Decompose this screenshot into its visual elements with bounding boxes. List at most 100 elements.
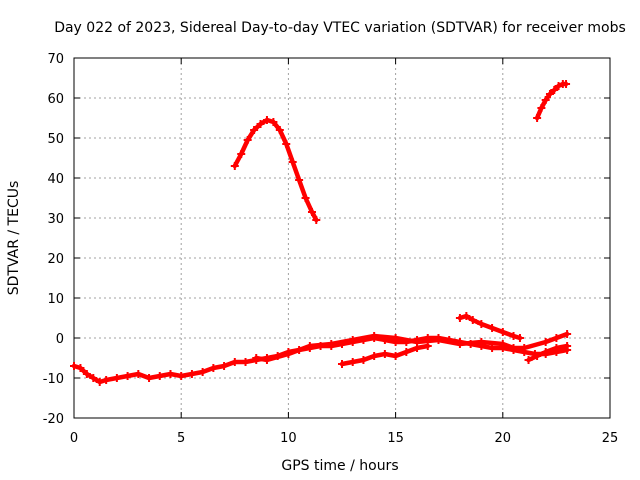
data-point (550, 86, 559, 94)
data-point (284, 350, 293, 358)
data-point (230, 358, 239, 366)
x-tick-label: 20 (495, 431, 512, 446)
data-point (520, 344, 529, 352)
chart-title: Day 022 of 2023, Sidereal Day-to-day VTE… (54, 20, 626, 36)
series-layer (70, 80, 572, 386)
data-point (198, 368, 207, 376)
data-point (288, 158, 297, 166)
data-point (82, 370, 91, 378)
data-point (262, 116, 271, 124)
data-point (282, 140, 291, 148)
data-point (338, 360, 346, 368)
y-tick-label: 30 (47, 212, 64, 227)
data-point (391, 334, 400, 342)
data-point (509, 344, 518, 352)
data-point (533, 352, 542, 360)
data-point (537, 104, 546, 112)
data-point (348, 358, 357, 366)
series-track-mid-segment (455, 312, 524, 342)
y-tick-label: 40 (47, 172, 64, 187)
data-point (370, 332, 379, 340)
y-tick-label: 20 (47, 252, 64, 267)
data-point (563, 330, 572, 338)
y-axis-label: SDTVAR / TECUs (6, 181, 22, 296)
data-point (112, 374, 121, 382)
data-point (95, 378, 104, 386)
data-point (348, 336, 357, 344)
data-point (455, 314, 464, 322)
data-point (256, 120, 265, 128)
data-point (455, 340, 464, 348)
data-point (498, 340, 507, 348)
data-point (301, 194, 310, 202)
data-point (145, 374, 154, 382)
data-point (250, 126, 259, 134)
data-point (524, 356, 533, 364)
plot-frame (73, 57, 611, 419)
x-tick-label: 15 (387, 431, 404, 446)
data-point (243, 136, 252, 144)
data-point (327, 340, 336, 348)
data-point (402, 348, 411, 356)
data-point (552, 334, 561, 342)
y-tick-label: 70 (47, 52, 64, 67)
data-point (305, 342, 314, 350)
data-point (166, 370, 175, 378)
data-point (552, 344, 561, 352)
data-point (237, 150, 246, 158)
data-point (269, 118, 278, 126)
data-point (488, 324, 497, 332)
data-point (477, 320, 486, 328)
data-point (359, 356, 368, 364)
x-tick-label: 10 (280, 431, 297, 446)
data-point (102, 376, 111, 384)
series-line (232, 117, 319, 223)
data-point (155, 372, 164, 380)
series-track-arc-2 (533, 80, 571, 122)
y-tick-label: 60 (47, 92, 64, 107)
data-point (477, 338, 486, 346)
x-axis-ticks: 0 5 10 15 20 25 (70, 58, 618, 446)
data-point (545, 90, 554, 98)
data-point (89, 374, 98, 382)
data-point (488, 344, 497, 352)
data-point (509, 332, 518, 340)
data-point (177, 372, 186, 380)
data-point (312, 216, 321, 224)
data-point (515, 334, 524, 342)
y-axis-ticks: -20 -10 0 10 20 30 40 50 60 70 (43, 52, 610, 427)
data-point (554, 82, 563, 90)
data-point (123, 372, 132, 380)
y-tick-label: -20 (43, 412, 64, 427)
y-tick-label: -10 (43, 372, 64, 387)
data-point (241, 358, 250, 366)
data-point (462, 312, 471, 320)
series-track-dip-segment (338, 342, 432, 368)
data-point (562, 80, 571, 88)
data-point (370, 352, 379, 360)
data-point (413, 344, 422, 352)
data-point (275, 126, 284, 134)
data-point (541, 338, 550, 346)
data-point (541, 348, 550, 356)
data-point (295, 176, 304, 184)
x-axis-label: GPS time / hours (281, 458, 398, 474)
data-point (76, 364, 85, 372)
x-tick-label: 5 (177, 431, 185, 446)
data-point (70, 362, 78, 370)
data-point (423, 342, 432, 350)
y-tick-label: 10 (47, 292, 64, 307)
plot-area (73, 57, 611, 419)
data-point (533, 114, 542, 122)
data-point (307, 208, 316, 216)
data-point (220, 362, 229, 370)
data-point (262, 356, 271, 364)
series-track-arc-1 (230, 116, 321, 224)
data-point (230, 162, 239, 170)
data-point (434, 336, 443, 344)
x-tick-label: 25 (602, 431, 619, 446)
data-point (498, 328, 507, 336)
data-point (187, 370, 196, 378)
data-point (563, 342, 572, 350)
data-point (252, 354, 261, 362)
